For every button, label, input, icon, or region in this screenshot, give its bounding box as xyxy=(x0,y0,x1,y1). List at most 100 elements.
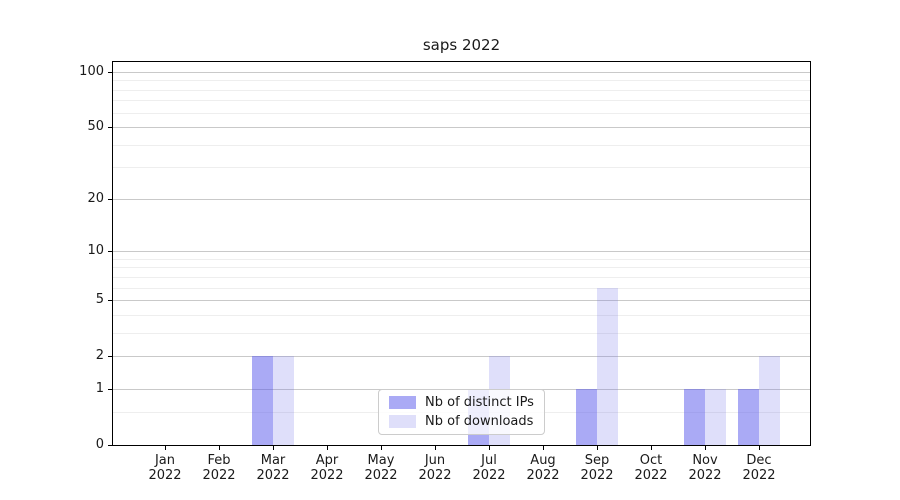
y-tick-mark xyxy=(108,389,113,390)
x-tick-month: Sep xyxy=(584,453,610,468)
gridline-minor xyxy=(113,80,810,81)
x-tick-label: Jul 2022 xyxy=(462,453,516,483)
gridline-minor xyxy=(113,267,810,268)
bar-distinct-ips-sep xyxy=(576,389,597,445)
x-tick-label: Jan 2022 xyxy=(138,453,192,483)
gridline-major xyxy=(113,72,810,73)
x-tick-month: Nov xyxy=(692,453,718,468)
bar-downloads-sep xyxy=(597,288,618,445)
gridline-minor xyxy=(113,315,810,316)
gridline-minor xyxy=(113,288,810,289)
x-tick-year: 2022 xyxy=(364,468,398,483)
gridline-minor xyxy=(113,167,810,168)
gridline-minor xyxy=(113,100,810,101)
plot-area xyxy=(112,61,811,446)
legend-label-distinct-ips: Nb of distinct IPs xyxy=(425,395,534,410)
x-tick-month: Oct xyxy=(639,453,663,468)
x-tick-mark xyxy=(543,446,544,450)
gridline-major xyxy=(113,251,810,252)
gridline-minor xyxy=(113,333,810,334)
y-tick-label: 2 xyxy=(95,348,104,363)
x-tick-label: Aug 2022 xyxy=(516,453,570,483)
x-tick-year: 2022 xyxy=(580,468,614,483)
x-tick-label: Jun 2022 xyxy=(408,453,462,483)
x-tick-label: Apr 2022 xyxy=(300,453,354,483)
x-tick-year: 2022 xyxy=(148,468,182,483)
x-tick-month: Apr xyxy=(315,453,339,468)
legend: Nb of distinct IPs Nb of downloads xyxy=(378,389,545,435)
x-tick-month: Aug xyxy=(530,453,556,468)
x-tick-mark xyxy=(597,446,598,450)
x-tick-label: Mar 2022 xyxy=(246,453,300,483)
bar-downloads-mar xyxy=(273,356,294,445)
gridline-minor xyxy=(113,113,810,114)
x-tick-mark xyxy=(759,446,760,450)
gridline-minor xyxy=(113,259,810,260)
x-tick-mark xyxy=(327,446,328,450)
legend-swatch-downloads-icon xyxy=(389,415,416,428)
x-tick-month: Jan xyxy=(154,453,176,468)
y-tick-label: 1 xyxy=(95,381,104,396)
y-tick-mark xyxy=(108,251,113,252)
x-tick-month: May xyxy=(367,453,395,468)
x-tick-month: Jun xyxy=(424,453,446,468)
y-tick-mark xyxy=(108,356,113,357)
x-tick-month: Mar xyxy=(260,453,286,468)
bar-downloads-nov xyxy=(705,389,726,445)
x-tick-month: Jul xyxy=(481,453,497,468)
x-tick-label: Nov 2022 xyxy=(678,453,732,483)
y-tick-mark xyxy=(108,445,113,446)
gridline-minor xyxy=(113,277,810,278)
y-tick-label: 5 xyxy=(95,292,104,307)
gridline-major xyxy=(113,199,810,200)
x-tick-year: 2022 xyxy=(742,468,776,483)
y-tick-label: 50 xyxy=(87,119,104,134)
x-tick-year: 2022 xyxy=(256,468,290,483)
x-tick-mark xyxy=(165,446,166,450)
x-tick-year: 2022 xyxy=(418,468,452,483)
bar-distinct-ips-mar xyxy=(252,356,273,445)
x-tick-mark xyxy=(273,446,274,450)
gridline-major xyxy=(113,300,810,301)
gridline-major xyxy=(113,127,810,128)
y-tick-label: 10 xyxy=(87,243,104,258)
x-tick-year: 2022 xyxy=(310,468,344,483)
x-tick-mark xyxy=(381,446,382,450)
x-tick-label: Sep 2022 xyxy=(570,453,624,483)
x-tick-mark xyxy=(489,446,490,450)
x-tick-mark xyxy=(651,446,652,450)
gridline-minor xyxy=(113,90,810,91)
x-tick-year: 2022 xyxy=(472,468,506,483)
x-tick-mark xyxy=(435,446,436,450)
x-tick-year: 2022 xyxy=(688,468,722,483)
x-tick-year: 2022 xyxy=(634,468,668,483)
y-tick-label: 0 xyxy=(95,437,104,452)
legend-item-downloads: Nb of downloads xyxy=(389,414,534,429)
x-tick-month: Feb xyxy=(207,453,231,468)
y-tick-mark xyxy=(108,300,113,301)
x-tick-year: 2022 xyxy=(526,468,560,483)
legend-label-downloads: Nb of downloads xyxy=(425,414,534,429)
bar-distinct-ips-dec xyxy=(738,389,759,445)
gridline-major xyxy=(113,356,810,357)
x-tick-mark xyxy=(705,446,706,450)
x-tick-month: Dec xyxy=(746,453,772,468)
y-tick-mark xyxy=(108,199,113,200)
y-tick-label: 100 xyxy=(79,64,104,79)
y-tick-label: 20 xyxy=(87,191,104,206)
x-tick-label: Oct 2022 xyxy=(624,453,678,483)
legend-item-distinct-ips: Nb of distinct IPs xyxy=(389,395,534,410)
y-tick-mark xyxy=(108,72,113,73)
y-tick-mark xyxy=(108,127,113,128)
legend-swatch-distinct-ips-icon xyxy=(389,396,416,409)
x-tick-label: Feb 2022 xyxy=(192,453,246,483)
x-tick-label: May 2022 xyxy=(354,453,408,483)
bar-distinct-ips-nov xyxy=(684,389,705,445)
x-tick-label: Dec 2022 xyxy=(732,453,786,483)
chart-title: saps 2022 xyxy=(422,36,501,54)
x-tick-mark xyxy=(219,446,220,450)
x-tick-year: 2022 xyxy=(202,468,236,483)
gridline-minor xyxy=(113,145,810,146)
bar-downloads-dec xyxy=(759,356,780,445)
